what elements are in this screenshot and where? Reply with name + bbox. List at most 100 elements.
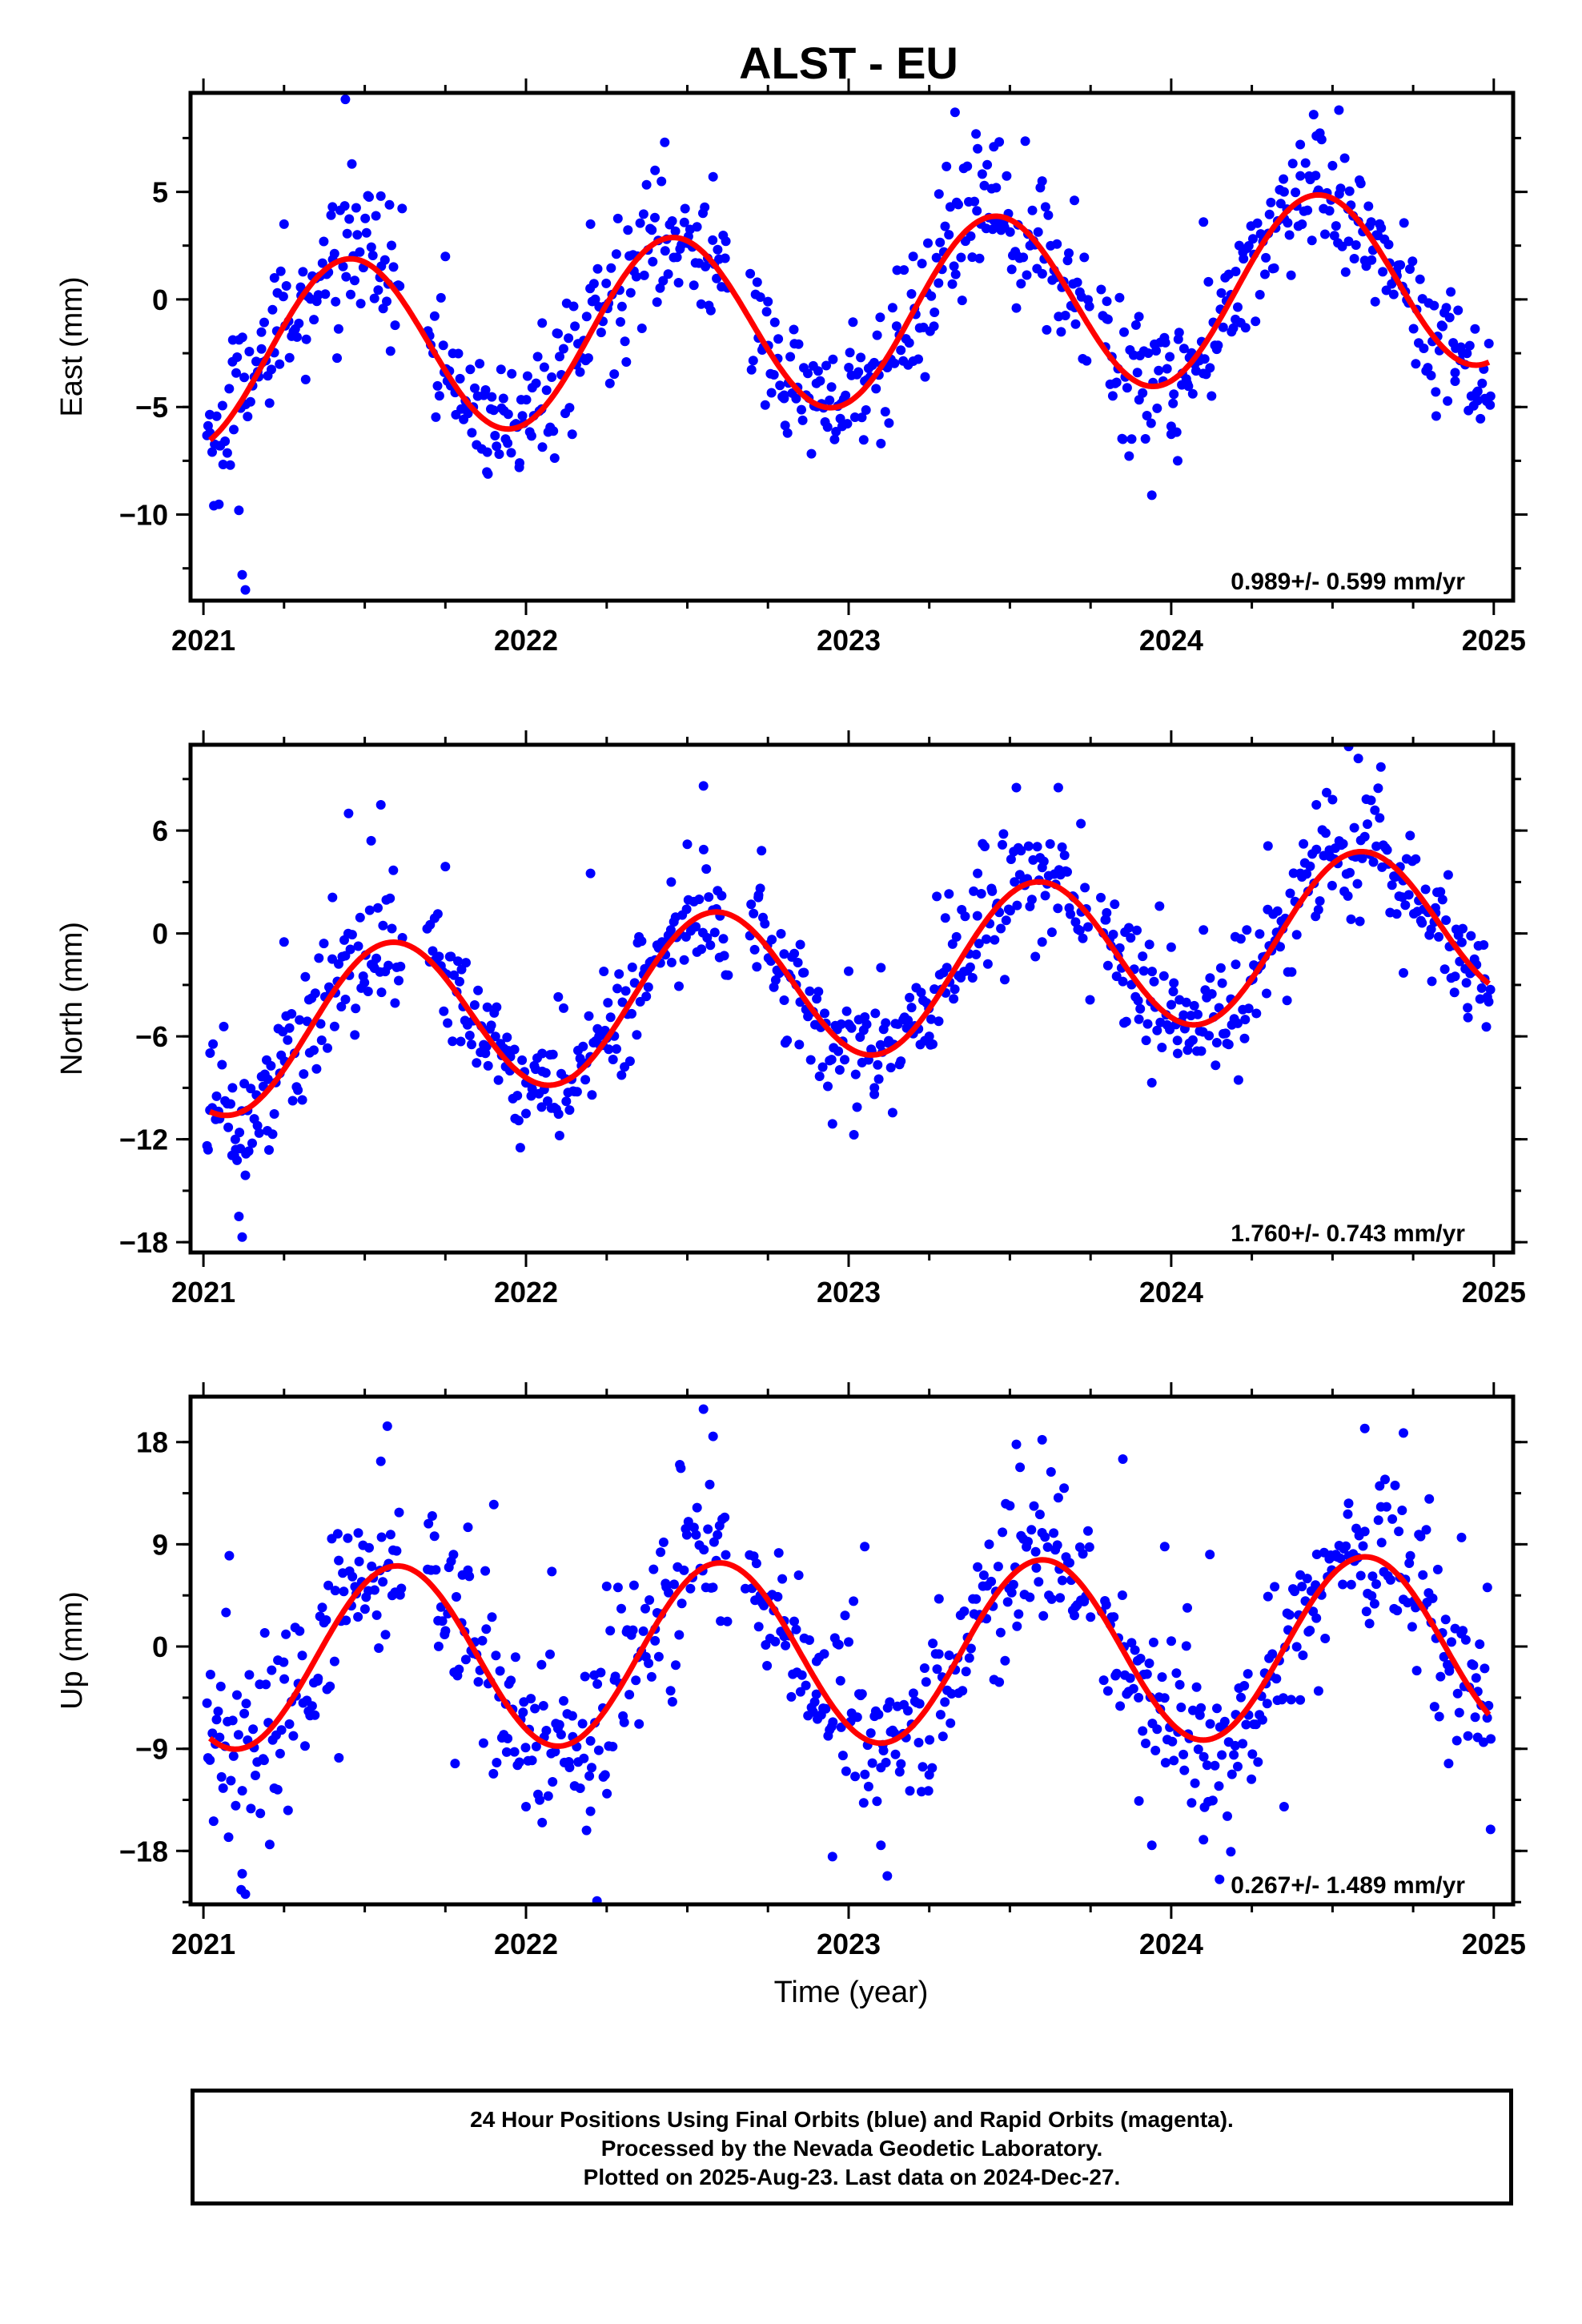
data-point <box>520 1743 531 1753</box>
data-point <box>293 1085 303 1096</box>
data-point <box>894 1767 905 1777</box>
data-point <box>667 216 677 226</box>
data-point <box>547 1566 557 1577</box>
data-point <box>1084 301 1094 312</box>
data-point <box>1279 174 1289 184</box>
data-point <box>1453 305 1464 316</box>
data-point <box>638 1626 648 1636</box>
data-point <box>310 1710 320 1720</box>
data-point <box>1252 218 1263 228</box>
data-point <box>385 346 396 356</box>
data-point <box>510 1652 520 1663</box>
data-point <box>1052 1540 1062 1550</box>
data-point <box>791 393 801 404</box>
data-point <box>1458 923 1468 934</box>
data-point <box>1320 828 1331 838</box>
data-point <box>1391 909 1402 919</box>
data-point <box>1320 229 1330 239</box>
data-point <box>826 382 837 392</box>
data-point <box>1380 1474 1390 1485</box>
data-point <box>1211 1060 1221 1071</box>
data-point <box>387 923 397 934</box>
data-point <box>1429 300 1439 311</box>
data-point <box>867 1758 877 1768</box>
data-point <box>1311 844 1322 854</box>
data-point <box>600 1025 610 1035</box>
data-point <box>1295 139 1306 150</box>
data-point <box>757 846 767 856</box>
data-point <box>527 1755 537 1766</box>
data-point <box>871 384 881 394</box>
data-point <box>1419 344 1429 353</box>
data-point <box>653 1651 664 1662</box>
data-point <box>512 1091 523 1101</box>
data-point <box>1485 400 1496 410</box>
data-point <box>240 585 251 595</box>
data-point <box>1481 1022 1492 1032</box>
data-point <box>624 1690 635 1700</box>
fit-line <box>208 849 1491 1119</box>
data-point <box>1375 1481 1385 1491</box>
data-point <box>1361 1606 1371 1617</box>
data-point <box>616 1603 626 1614</box>
data-point <box>1338 838 1348 849</box>
data-point <box>256 344 267 354</box>
data-point <box>608 1742 618 1751</box>
data-point <box>1366 217 1376 227</box>
data-point <box>237 1786 247 1796</box>
data-point <box>1154 365 1164 376</box>
data-point <box>237 1868 247 1879</box>
data-point <box>1327 794 1338 805</box>
data-point <box>664 1587 674 1598</box>
data-point <box>1387 1514 1398 1524</box>
data-point <box>1217 978 1227 988</box>
data-point <box>1355 179 1366 189</box>
data-point <box>1264 209 1275 219</box>
fit-line <box>208 1554 1492 1752</box>
data-point <box>930 984 940 995</box>
data-point <box>554 1131 564 1140</box>
data-point <box>1345 867 1355 878</box>
data-point <box>320 289 331 300</box>
data-point <box>971 1594 982 1604</box>
data-point <box>246 1084 256 1094</box>
data-point <box>1118 976 1128 987</box>
data-point <box>1117 1590 1127 1600</box>
data-point <box>797 404 806 415</box>
data-point <box>394 1507 404 1518</box>
data-point <box>550 1747 560 1757</box>
y-axis-label: North (mm) <box>55 922 89 1076</box>
data-point <box>1291 930 1302 940</box>
data-point <box>1169 389 1179 400</box>
data-point <box>1346 1579 1356 1590</box>
y-tick-label: −6 <box>135 1020 168 1053</box>
data-point <box>1220 1028 1231 1039</box>
data-point <box>914 1699 925 1709</box>
data-point <box>553 1109 564 1120</box>
data-point <box>1269 263 1279 273</box>
data-point <box>1011 303 1022 313</box>
data-point <box>935 1710 946 1720</box>
data-point <box>601 1581 612 1591</box>
data-point <box>340 94 351 105</box>
data-point <box>1476 983 1487 993</box>
data-point <box>1141 1035 1151 1046</box>
data-point <box>227 356 238 367</box>
data-point <box>1286 270 1296 280</box>
data-point <box>1411 1666 1422 1676</box>
data-point <box>1450 971 1460 982</box>
footer-line-2: Processed by the Nevada Geodetic Laborat… <box>600 2136 1103 2161</box>
data-point <box>373 903 383 913</box>
data-point <box>284 352 295 363</box>
data-point <box>604 1044 614 1055</box>
data-point <box>828 354 838 364</box>
data-point <box>243 412 253 422</box>
data-point <box>1187 1035 1198 1045</box>
data-point <box>1262 988 1271 999</box>
data-point <box>233 1730 243 1740</box>
data-point <box>309 1045 319 1055</box>
data-point <box>486 1020 496 1031</box>
data-point <box>993 1562 1003 1572</box>
data-point <box>1059 1483 1070 1494</box>
data-point <box>453 348 464 359</box>
